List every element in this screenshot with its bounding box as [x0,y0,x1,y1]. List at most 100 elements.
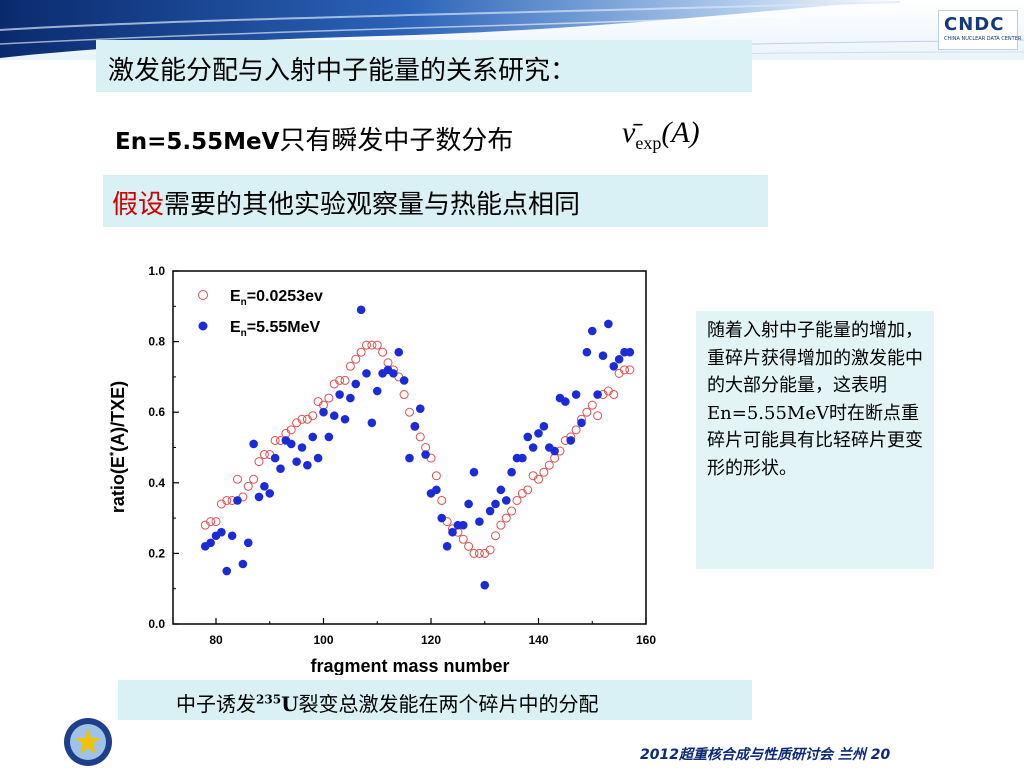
point-fast [254,492,264,502]
point-fast [238,559,248,569]
point-thermal [415,432,425,442]
point-thermal [523,485,533,495]
point-thermal [620,365,629,375]
point-fast [507,467,516,477]
point-fast [276,464,285,473]
point-fast [598,351,608,361]
point-fast [604,319,613,329]
point-fast [265,489,275,498]
point-fast [222,566,232,576]
legend-label-fast: En=5.55MeV [230,319,320,339]
point-thermal [571,425,581,435]
caption-box [118,680,752,720]
nu-exp-formula: ν̄exp(A) [622,116,700,154]
point-fast [437,513,447,523]
caption-element: U [281,692,299,716]
x-tick-label: 80 [209,633,223,647]
point-thermal [474,548,484,558]
y-tick-label: 0.8 [148,335,165,349]
point-fast [571,390,581,399]
point-fast [389,369,398,378]
point-fast [329,411,339,421]
point-thermal [458,534,468,544]
point-fast [297,443,307,452]
point-fast [593,390,602,399]
point-fast [303,460,312,470]
point-thermal [437,495,447,505]
point-fast [469,467,479,477]
emblem-logo [64,718,112,766]
point-fast [243,538,253,548]
point-fast [270,453,280,463]
point-thermal [324,393,334,403]
point-fast [464,499,473,509]
point-fast [518,453,527,463]
point-fast [480,580,490,590]
point-fast [614,354,624,364]
point-fast [233,496,242,505]
formula-nu: ν̄ [622,116,636,149]
assumption-rest: 需要的其他实验观察量与热能点相同 [164,190,581,220]
x-axis-label: fragment mass number [310,656,509,675]
point-thermal [491,531,500,541]
point-thermal [335,375,345,385]
point-thermal [507,506,517,516]
point-thermal [485,545,495,555]
point-fast [587,326,597,336]
point-thermal [259,450,269,460]
plot-frame [172,270,647,625]
point-fast [286,439,296,449]
y-axis-label: ratio(E*(A)/TXE) [108,381,128,513]
point-fast [292,457,301,466]
slide-title: 激发能分配与入射中子能量的关系研究： [108,56,577,86]
subtitle-description: 只有瞬发中子数分布 [279,126,514,156]
point-thermal [206,517,216,527]
legend: En=0.0253ev En=5.55MeV [198,288,323,339]
point-fast [394,347,404,357]
legend-label-thermal: En=0.0253ev [230,288,323,308]
point-fast [550,446,559,456]
point-fast [217,527,226,537]
point-thermal [233,474,242,484]
point-fast [577,418,586,428]
point-thermal [372,340,382,350]
point-fast [475,517,484,526]
point-fast [625,347,635,357]
cndc-logo [938,10,1018,50]
y-tick-label: 1.0 [148,264,165,278]
x-tick-label: 160 [636,633,656,647]
y-tick-label: 0.4 [148,476,165,490]
point-thermal [469,548,479,558]
caption-mass-number: 235 [256,692,282,707]
caption-prefix: 中子诱发 [176,692,256,716]
point-thermal [222,495,232,505]
point-fast [346,393,355,403]
y-tick-label: 0.6 [148,405,165,419]
point-fast [448,527,457,537]
point-fast [362,369,371,378]
formula-subscript: exp [635,133,662,153]
cndc-logo-subtext: CHINA NUCLEAR DATA CENTER [944,36,1022,42]
point-fast [496,485,506,495]
point-thermal [496,520,506,530]
figure-caption: 中子诱发235U裂变总激发能在两个碎片中的分配 [176,688,599,717]
point-fast [523,432,533,442]
point-thermal [512,495,522,505]
data-points [200,305,635,590]
point-thermal [399,390,409,400]
point-thermal [534,474,543,484]
point-thermal [243,481,253,491]
x-tick-label: 140 [528,633,548,647]
point-thermal [587,400,597,410]
point-thermal [405,407,414,417]
point-fast [566,436,576,445]
point-thermal [431,471,441,481]
legend-marker-fast [198,321,208,331]
point-thermal [501,513,511,523]
point-fast [227,531,237,541]
caption-suffix: 裂变总激发能在两个碎片中的分配 [298,692,599,716]
point-thermal [286,425,296,435]
point-thermal [254,457,264,467]
assumption-text: 假设需要的其他实验观察量与热能点相同 [112,184,580,221]
y-axis-ticks: 0.0 0.2 0.4 0.6 0.8 1.0 [148,264,179,631]
